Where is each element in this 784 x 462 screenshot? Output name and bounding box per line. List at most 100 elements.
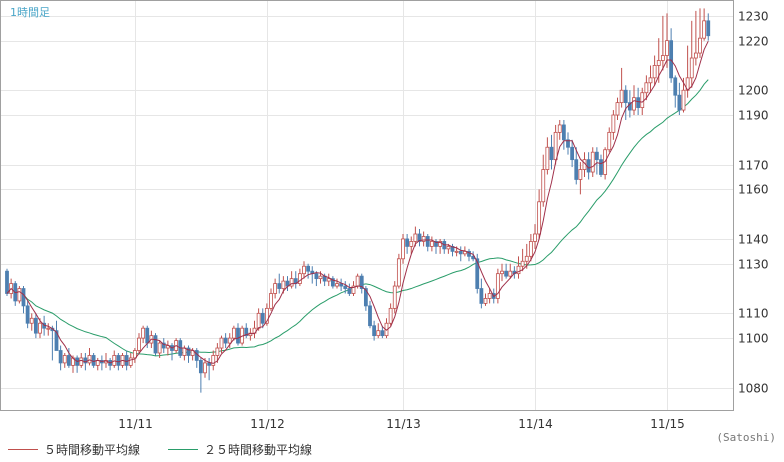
- candle-body: [500, 270, 504, 275]
- y-tick-label: 1230: [738, 10, 769, 24]
- candle-body: [236, 327, 240, 344]
- candle-body: [475, 258, 480, 289]
- candle-body: [566, 139, 570, 148]
- candle-body: [388, 307, 393, 324]
- candle-body: [223, 337, 228, 344]
- credit-label: (Satoshi): [716, 431, 776, 444]
- candle-body: [454, 250, 459, 253]
- candle-body: [611, 114, 616, 133]
- candle-body: [157, 342, 162, 354]
- candle-body: [698, 37, 702, 54]
- candle-body: [677, 94, 682, 111]
- candle-body: [355, 275, 360, 287]
- candle-body: [66, 355, 71, 366]
- candle-body: [632, 97, 636, 111]
- timeframe-label: 1時間足: [10, 6, 50, 19]
- candle-body: [574, 159, 579, 180]
- candle-body: [326, 278, 331, 282]
- candle-body: [83, 357, 88, 364]
- legend-label-ma25: ２５時間移動平均線: [204, 443, 313, 457]
- candle-body: [504, 270, 509, 277]
- y-tick-label: 1220: [738, 35, 769, 49]
- candle-body: [648, 77, 653, 84]
- candle-body: [153, 335, 158, 354]
- legend-item-ma5: ５時間移動平均線: [8, 441, 140, 458]
- x-tick-label: 11/12: [250, 417, 285, 431]
- x-tick-label: 11/15: [650, 417, 685, 431]
- candle-body: [79, 357, 84, 366]
- candle-body: [570, 146, 575, 161]
- candle-body: [557, 124, 562, 133]
- candle-body: [640, 92, 645, 108]
- candle-body: [528, 241, 533, 257]
- candle-body: [58, 350, 63, 364]
- y-tick-label: 1080: [738, 382, 769, 396]
- candle-body: [533, 233, 537, 242]
- candle-body: [520, 260, 525, 267]
- candle-body: [549, 146, 554, 161]
- candle-body: [330, 278, 335, 287]
- candle-body: [347, 288, 352, 294]
- candle-body: [87, 355, 92, 364]
- x-axis: 11/11 11/12 11/13 11/14 11/15: [118, 417, 685, 431]
- candle-body: [561, 124, 566, 141]
- candle-body: [17, 288, 22, 302]
- candle-body: [656, 60, 661, 66]
- candle-body: [541, 169, 546, 203]
- legend-label-ma5: ５時間移動平均線: [44, 443, 141, 457]
- candle-body: [215, 347, 220, 356]
- candle-body: [219, 337, 224, 349]
- candle-body: [446, 245, 451, 250]
- y-tick-label: 1200: [738, 84, 769, 98]
- candle-body: [537, 201, 542, 235]
- y-tick-label: 1160: [738, 183, 769, 197]
- y-tick-label: 1110: [738, 307, 769, 321]
- candle-body: [669, 40, 674, 79]
- candle-body: [211, 355, 216, 366]
- ma25-path: [6, 79, 709, 357]
- candle-body: [594, 151, 599, 161]
- candle-body: [545, 146, 550, 170]
- legend: ５時間移動平均線 ２５時間移動平均線: [8, 441, 312, 458]
- candle-body: [429, 241, 434, 247]
- candle-body: [186, 347, 191, 356]
- candle-body: [273, 283, 278, 294]
- candle-body: [380, 330, 385, 337]
- candle-body: [458, 250, 463, 255]
- plot-frame: [0, 0, 734, 411]
- candle-body: [264, 307, 269, 324]
- candle-body: [508, 270, 513, 277]
- candle-body: [619, 89, 624, 104]
- candle-body: [132, 350, 137, 359]
- candle-body: [244, 327, 249, 337]
- candle-body: [702, 20, 707, 39]
- candle-body: [644, 82, 649, 94]
- ma5-line: [6, 40, 709, 364]
- candle-body: [29, 317, 34, 324]
- candle-body: [137, 337, 141, 351]
- candle-body: [351, 285, 356, 294]
- y-tick-label: 1190: [738, 109, 769, 123]
- candle-body: [314, 273, 319, 280]
- x-tick-label: 11/11: [118, 417, 153, 431]
- candle-body: [706, 20, 711, 37]
- candle-body: [372, 325, 377, 337]
- candle-body: [623, 89, 628, 104]
- candle-body: [38, 322, 42, 334]
- candle-body: [693, 52, 698, 59]
- grid: [0, 1, 733, 410]
- x-tick-label: 11/13: [386, 417, 421, 431]
- candle-body: [5, 270, 9, 294]
- candle-body: [306, 265, 311, 272]
- candle-body: [673, 77, 678, 96]
- candle-body: [636, 97, 641, 108]
- candle-body: [260, 312, 265, 324]
- candle-body: [343, 285, 348, 289]
- candle-body: [590, 151, 595, 173]
- candle-body: [479, 288, 484, 304]
- ma5-path: [6, 40, 709, 364]
- candle-body: [318, 275, 323, 280]
- candle-body: [586, 159, 591, 173]
